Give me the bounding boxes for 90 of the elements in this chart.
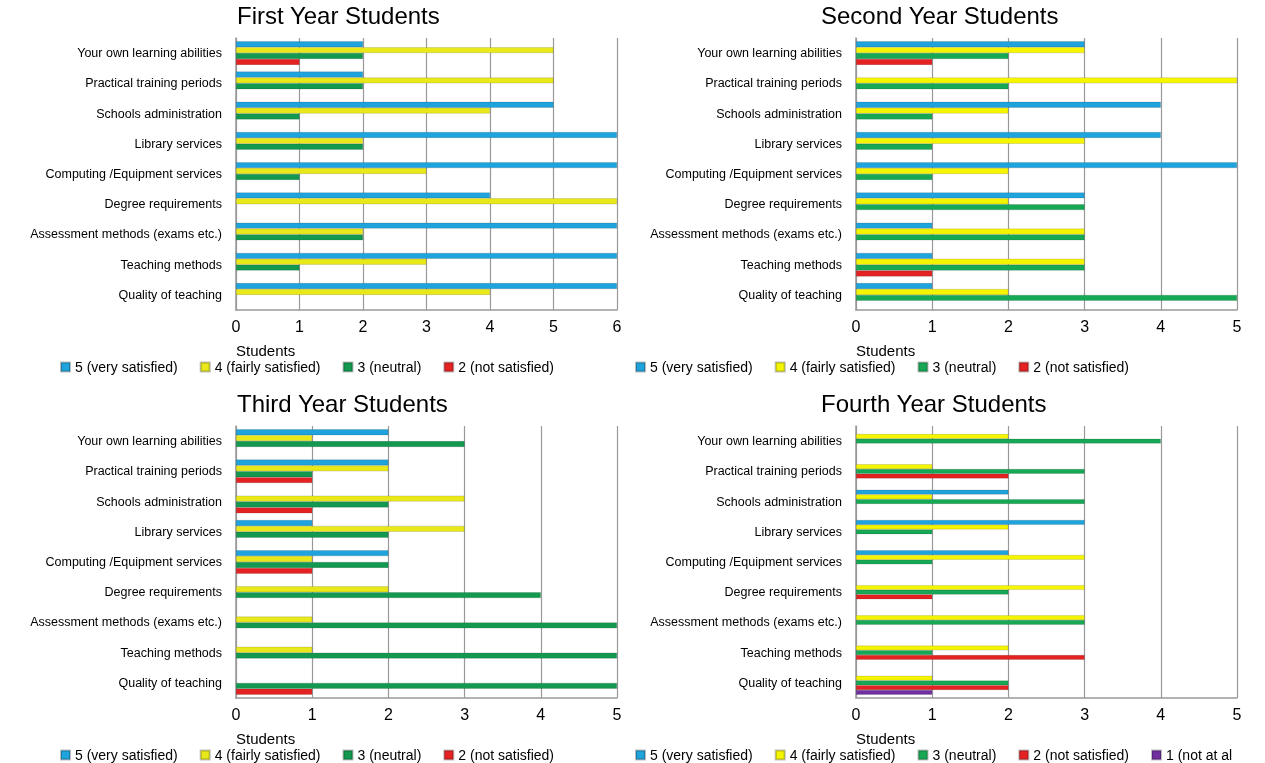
legend-label: 4 (fairly satisfied) xyxy=(789,359,896,375)
legend-label: 2 (not satisfied) xyxy=(1033,359,1130,375)
y-tick-label: Degree requirements xyxy=(724,585,842,600)
chart-title: First Year Students xyxy=(237,1,440,29)
x-tick-label: 4 xyxy=(1156,317,1166,335)
legend-label: 4 (fairly satisfied) xyxy=(214,359,321,375)
y-tick-label: Degree requirements xyxy=(104,585,222,600)
x-tick-label: 1 xyxy=(927,705,937,723)
x-axis-title: Students xyxy=(236,730,296,747)
bar xyxy=(856,615,1085,621)
legend-label: 5 (very satisfied) xyxy=(75,747,178,763)
x-tick-label: 1 xyxy=(295,317,305,335)
y-tick-label: Teaching methods xyxy=(740,645,842,660)
legend-label: 2 (not satisfied) xyxy=(458,359,555,375)
y-tick-label: Practical training periods xyxy=(85,464,222,479)
legend-label: 4 (fairly satisfied) xyxy=(214,747,321,763)
y-tick-label: Library services xyxy=(754,524,842,539)
y-tick-label: Library services xyxy=(134,136,222,151)
y-tick-label: Assessment methods (exams etc.) xyxy=(650,227,842,242)
legend-label: 5 (very satisfied) xyxy=(650,359,753,375)
y-tick-label: Schools administration xyxy=(96,106,223,121)
x-tick-label: 3 xyxy=(1080,317,1090,335)
y-tick-label: Quality of teaching xyxy=(118,287,223,302)
legend-label: 4 (fairly satisfied) xyxy=(789,747,896,763)
x-tick-label: 3 xyxy=(1080,705,1090,723)
x-tick-label: 4 xyxy=(1156,705,1166,723)
y-tick-label: Your own learning abilities xyxy=(77,434,222,449)
y-tick-label: Library services xyxy=(134,524,222,539)
y-tick-label: Practical training periods xyxy=(85,76,222,91)
x-tick-label: 2 xyxy=(358,317,368,335)
y-tick-label: Quality of teaching xyxy=(118,675,223,690)
bar xyxy=(856,645,1009,651)
x-tick-label: 5 xyxy=(1232,705,1242,723)
y-tick-label: Quality of teaching xyxy=(738,675,843,690)
y-tick-label: Your own learning abilities xyxy=(697,434,842,449)
y-tick-label: Computing /Equipment services xyxy=(665,555,842,569)
y-tick-label: Assessment methods (exams etc.) xyxy=(30,227,222,242)
y-tick-label: Schools administration xyxy=(96,494,223,509)
legend-label: 3 (neutral) xyxy=(932,747,997,763)
y-tick-label: Computing /Equipment services xyxy=(45,167,222,181)
bar xyxy=(856,438,1161,444)
x-tick-label: 5 xyxy=(549,317,559,335)
legend-label: 3 (neutral) xyxy=(932,359,997,375)
legend-label: 2 (not satisfied) xyxy=(458,747,555,763)
x-axis-title: Students xyxy=(856,342,916,359)
x-tick-label: 0 xyxy=(231,705,241,723)
legend-label: 5 (very satisfied) xyxy=(75,359,178,375)
x-tick-label: 3 xyxy=(422,317,432,335)
legend-label: 2 (not satisfied) xyxy=(1033,747,1130,763)
chart-title: Fourth Year Students xyxy=(821,389,1047,417)
x-tick-label: 0 xyxy=(851,705,861,723)
x-tick-label: 6 xyxy=(612,317,622,335)
chart-title: Second Year Students xyxy=(821,1,1059,29)
legend-label: 3 (neutral) xyxy=(357,359,422,375)
x-axis-title: Students xyxy=(236,342,296,359)
x-tick-label: 1 xyxy=(927,317,937,335)
y-tick-label: Computing /Equipment services xyxy=(45,555,222,569)
x-tick-label: 0 xyxy=(851,317,861,335)
y-tick-label: Teaching methods xyxy=(120,257,222,272)
y-tick-label: Assessment methods (exams etc.) xyxy=(650,615,842,630)
y-tick-label: Practical training periods xyxy=(705,464,842,479)
legend-label: 3 (neutral) xyxy=(357,747,422,763)
x-tick-label: 0 xyxy=(231,317,241,335)
chart-title: Third Year Students xyxy=(237,389,448,417)
x-tick-label: 4 xyxy=(536,705,546,723)
x-tick-label: 5 xyxy=(1232,317,1242,335)
x-tick-label: 1 xyxy=(307,705,317,723)
y-tick-label: Your own learning abilities xyxy=(77,46,222,61)
y-tick-label: Schools administration xyxy=(716,494,843,509)
x-tick-label: 4 xyxy=(485,317,495,335)
y-tick-label: Teaching methods xyxy=(740,257,842,272)
x-tick-label: 5 xyxy=(612,705,622,723)
y-tick-label: Practical training periods xyxy=(705,76,842,91)
legend-label: 1 (not at al xyxy=(1166,747,1233,763)
y-tick-label: Schools administration xyxy=(716,106,843,121)
x-tick-label: 2 xyxy=(383,705,393,723)
y-tick-label: Library services xyxy=(754,136,842,151)
y-tick-label: Teaching methods xyxy=(120,645,222,660)
y-tick-label: Quality of teaching xyxy=(738,287,843,302)
x-tick-label: 3 xyxy=(460,705,470,723)
y-tick-label: Degree requirements xyxy=(724,197,842,212)
x-axis-title: Students xyxy=(856,730,916,747)
bar xyxy=(856,489,1009,495)
x-tick-label: 2 xyxy=(1003,317,1013,335)
x-tick-label: 2 xyxy=(1003,705,1013,723)
y-tick-label: Assessment methods (exams etc.) xyxy=(30,615,222,630)
y-tick-label: Computing /Equipment services xyxy=(665,167,842,181)
legend-label: 5 (very satisfied) xyxy=(650,747,753,763)
y-tick-label: Your own learning abilities xyxy=(697,46,842,61)
y-tick-label: Degree requirements xyxy=(104,197,222,212)
